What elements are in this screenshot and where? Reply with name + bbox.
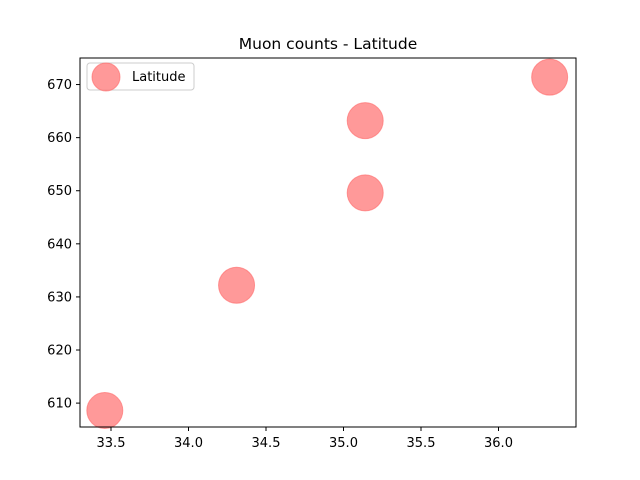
data-point [346, 102, 384, 140]
legend: Latitude [86, 62, 195, 92]
y-tick-label: 610 [47, 397, 72, 412]
data-point [346, 174, 384, 212]
y-tick-label: 660 [47, 131, 72, 146]
plot-area-frame [79, 57, 577, 428]
chart-title: Muon counts - Latitude [239, 35, 417, 53]
y-tick-label: 630 [47, 290, 72, 305]
y-tick-label: 620 [47, 344, 72, 359]
data-point [531, 58, 569, 96]
legend-marker [91, 62, 121, 92]
x-tick-label: 34.5 [252, 436, 281, 451]
x-tick-label: 35.5 [407, 436, 436, 451]
y-tick-label: 670 [47, 78, 72, 93]
y-tick-label: 640 [47, 237, 72, 252]
x-tick-label: 34.0 [174, 436, 203, 451]
x-tick-label: 36.0 [484, 436, 513, 451]
y-axis: 610 620 630 640 650 660 670 [47, 78, 80, 412]
x-tick-label: 35.0 [329, 436, 358, 451]
x-axis: 33.5 34.0 34.5 35.0 35.5 36.0 [97, 427, 513, 451]
data-point [86, 392, 124, 430]
y-tick-label: 650 [47, 184, 72, 199]
legend-label: Latitude [132, 70, 186, 85]
x-tick-label: 33.5 [97, 436, 126, 451]
points-layer [86, 58, 569, 430]
data-point [218, 266, 256, 304]
